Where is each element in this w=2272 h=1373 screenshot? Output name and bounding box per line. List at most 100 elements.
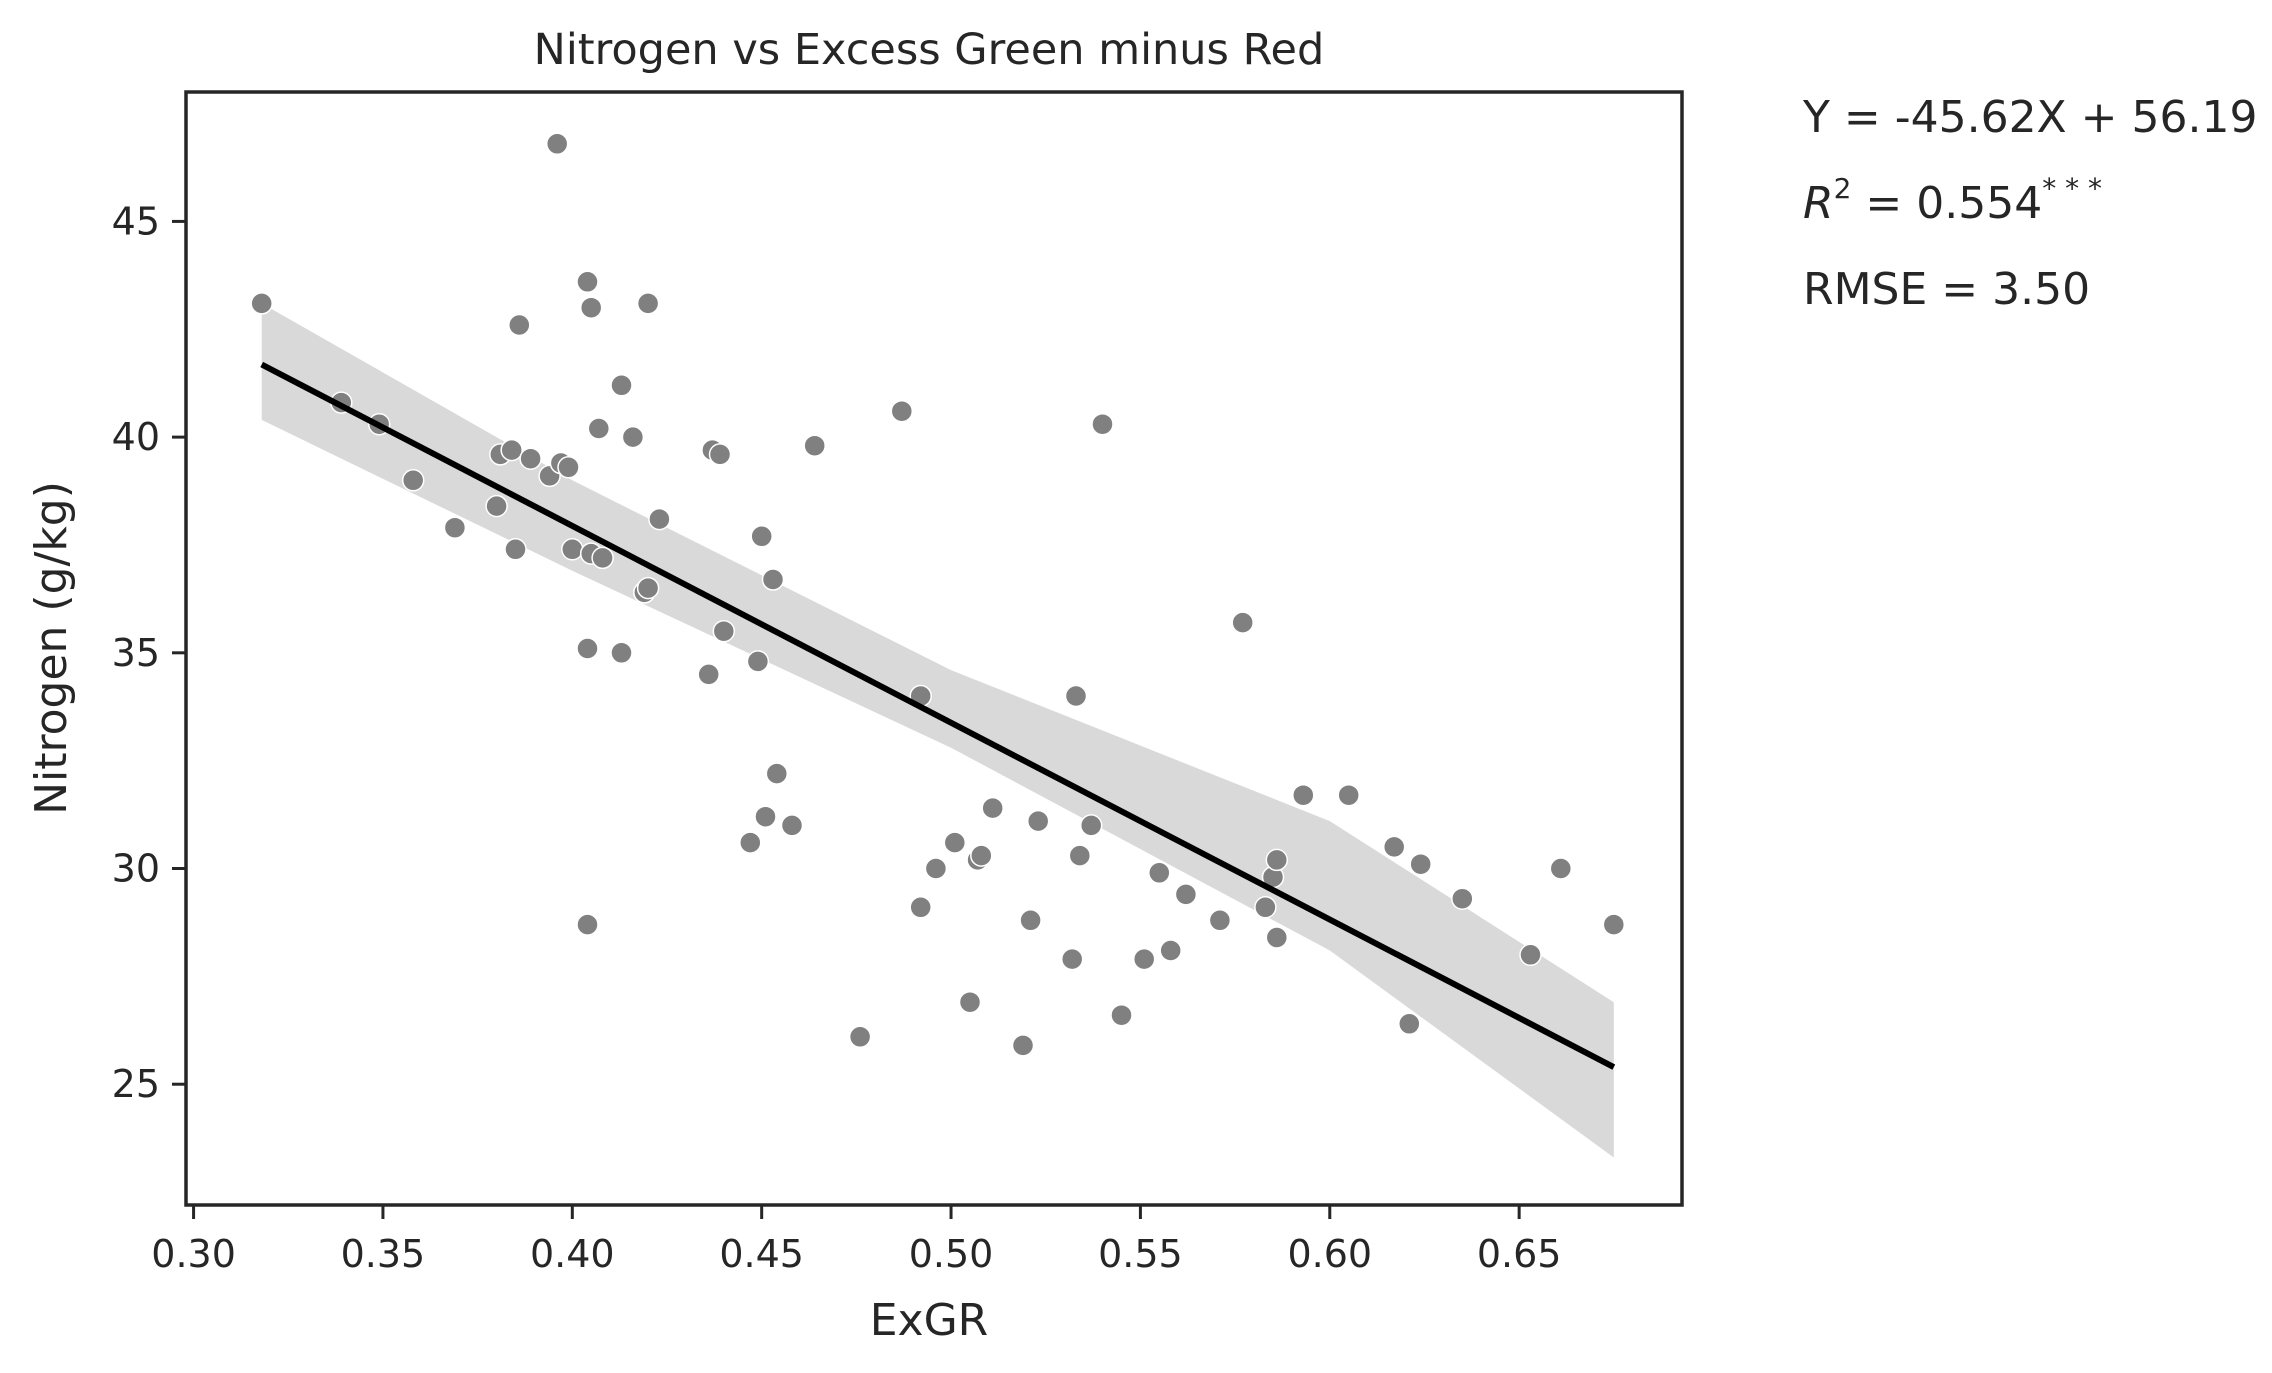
r2-value: = 0.554 (1851, 178, 2043, 229)
y-axis-label: Nitrogen (g/kg) (26, 481, 77, 815)
data-point (1068, 844, 1092, 867)
data-point (610, 641, 633, 665)
x-tick-label: 0.35 (341, 1232, 426, 1276)
data-point (1231, 611, 1254, 634)
r2-power: 2 (1833, 172, 1852, 205)
rmse-value: RMSE = 3.50 (1803, 264, 2091, 315)
data-point (1091, 412, 1114, 436)
data-point (970, 844, 993, 867)
data-point (1064, 684, 1088, 708)
data-point (780, 814, 804, 837)
data-point (443, 516, 467, 539)
data-point (909, 896, 932, 919)
data-point (1265, 848, 1289, 872)
data-point (943, 831, 967, 854)
data-point (1549, 857, 1573, 880)
data-point (1382, 835, 1406, 859)
data-point (1011, 1034, 1035, 1057)
data-point (754, 805, 777, 828)
data-point (508, 313, 531, 337)
data-point (576, 637, 599, 660)
data-point (1451, 887, 1474, 910)
data-point (739, 831, 762, 854)
x-axis: 0.30 0.35 0.40 0.45 0.50 0.55 0.60 0.65 (151, 1205, 1561, 1276)
y-tick-label: 40 (112, 415, 160, 459)
data-point (591, 546, 614, 570)
data-point (1148, 861, 1171, 885)
data-point (1060, 947, 1084, 971)
data-point (1132, 947, 1156, 971)
data-point (1019, 909, 1042, 932)
data-point (1409, 852, 1432, 876)
data-point (1254, 896, 1277, 919)
data-point (1110, 1003, 1133, 1027)
confidence-band-area (261, 303, 1614, 1158)
x-tick-label: 0.65 (1477, 1232, 1562, 1276)
data-point (1602, 913, 1626, 936)
x-tick-label: 0.50 (909, 1232, 994, 1276)
data-point (981, 796, 1004, 820)
regression-line-path (260, 361, 1616, 1070)
data-point (636, 292, 660, 315)
x-tick-label: 0.40 (530, 1232, 615, 1276)
data-point (1398, 1012, 1421, 1036)
plot-frame (184, 90, 1684, 1207)
y-axis: 25 30 35 40 45 (112, 199, 186, 1106)
data-point (485, 494, 508, 518)
data-point (1026, 809, 1050, 833)
data-point (1208, 909, 1232, 932)
data-point (636, 576, 660, 600)
data-point (1337, 783, 1360, 807)
data-point (545, 132, 569, 156)
data-point (500, 438, 523, 462)
data-point (621, 425, 645, 449)
data-point (1265, 926, 1289, 949)
y-tick-label: 25 (112, 1062, 160, 1106)
data-point (1519, 943, 1542, 967)
data-point (765, 762, 789, 785)
data-point (1174, 883, 1198, 906)
x-tick-label: 0.55 (1098, 1232, 1183, 1276)
y-tick-label: 30 (112, 847, 160, 891)
data-point (746, 650, 770, 673)
data-point (557, 456, 580, 479)
data-point (519, 447, 542, 470)
data-point (1079, 814, 1103, 837)
x-tick-label: 0.45 (719, 1232, 804, 1276)
data-point (890, 399, 914, 423)
data-point (610, 374, 633, 397)
rmse-text: RMSE = 3.50 (1803, 268, 2090, 312)
data-point (697, 663, 720, 686)
data-point (648, 507, 671, 531)
data-point (576, 913, 599, 936)
data-point (561, 538, 584, 561)
y-tick-label: 35 (112, 631, 160, 675)
y-tick-label: 45 (112, 199, 160, 243)
data-point (250, 292, 273, 315)
data-point (1292, 783, 1315, 807)
r-squared-text: R2 = 0.554* * * (1803, 175, 2102, 226)
data-point (587, 417, 611, 440)
data-point (803, 434, 826, 457)
chart-title: Nitrogen vs Excess Green minus Red (534, 25, 1325, 75)
confidence-band (261, 303, 1614, 1158)
data-point (958, 990, 982, 1014)
data-point (712, 619, 736, 643)
r2-significance: * * * (2042, 172, 2103, 205)
data-point (401, 469, 425, 492)
data-point (708, 443, 732, 466)
equation-text: Y = -45.62X + 56.19 (1803, 92, 2258, 143)
data-point (579, 296, 603, 319)
data-point (848, 1025, 872, 1049)
data-point (1159, 939, 1182, 962)
data-point (576, 270, 599, 294)
data-point (504, 538, 527, 561)
regression-equation: Y = -45.62X + 56.19 (1803, 96, 2258, 140)
x-axis-label: ExGR (870, 1295, 989, 1346)
regression-line (260, 361, 1616, 1070)
x-tick-label: 0.30 (151, 1232, 236, 1276)
data-point (761, 568, 785, 591)
x-tick-label: 0.60 (1287, 1232, 1372, 1276)
r2-symbol: R (1803, 178, 1834, 229)
